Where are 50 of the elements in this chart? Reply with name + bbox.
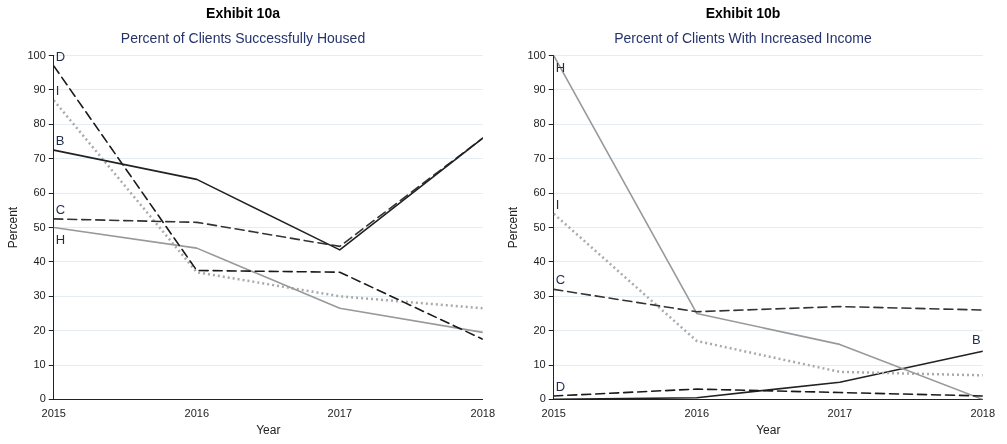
x-tick-label: 2018 xyxy=(970,407,996,420)
y-tick-label: 80 xyxy=(33,117,46,130)
y-tick-label: 90 xyxy=(33,83,46,96)
y-tick-label: 70 xyxy=(533,151,546,164)
series-label: B xyxy=(55,133,65,149)
y-tick-label: 20 xyxy=(533,323,546,336)
y-tick-label: 30 xyxy=(33,289,46,302)
series-label: D xyxy=(55,48,66,64)
y-tick-label: 100 xyxy=(527,48,546,61)
x-tick-label: 2016 xyxy=(184,407,209,420)
chart-title: Exhibit 10b xyxy=(705,5,781,22)
y-tick-label: 40 xyxy=(33,254,46,267)
y-tick-label: 60 xyxy=(533,186,546,199)
line-series xyxy=(553,288,983,313)
y-axis-title: Percent xyxy=(5,206,20,249)
y-tick-label: 10 xyxy=(533,358,546,371)
x-tick-label: 2015 xyxy=(41,407,66,420)
line-series xyxy=(53,99,483,310)
series-label: D xyxy=(555,378,566,394)
series-label: I xyxy=(55,83,60,99)
series-label: C xyxy=(55,201,66,217)
x-tick-label: 2017 xyxy=(827,407,852,420)
y-tick-label: 60 xyxy=(33,186,46,199)
y-tick-label: 100 xyxy=(27,48,46,61)
y-tick-label: 20 xyxy=(33,323,46,336)
y-tick-label: 80 xyxy=(533,117,546,130)
y-axis-title: Percent xyxy=(505,206,520,249)
series-label: H xyxy=(55,231,66,247)
y-tick-label: 10 xyxy=(33,358,46,371)
series-label: C xyxy=(555,272,566,288)
chart-subtitle: Percent of Clients With Increased Income xyxy=(614,30,872,47)
x-tick-label: 2015 xyxy=(541,407,566,420)
y-tick-label: 0 xyxy=(39,392,46,405)
x-tick-label: 2018 xyxy=(470,407,496,420)
series-label: I xyxy=(555,196,560,212)
y-tick-label: 50 xyxy=(33,220,46,233)
series-label: H xyxy=(555,59,566,75)
chart-subtitle: Percent of Clients Successfully Housed xyxy=(120,30,366,47)
x-tick-label: 2016 xyxy=(684,407,709,420)
y-tick-label: 40 xyxy=(533,254,546,267)
y-tick-label: 0 xyxy=(539,392,546,405)
y-tick-label: 90 xyxy=(533,83,546,96)
series-label: B xyxy=(972,332,981,348)
y-tick-label: 50 xyxy=(533,220,546,233)
x-axis-title: Year xyxy=(756,423,781,438)
chart-title: Exhibit 10a xyxy=(206,5,281,22)
y-tick-label: 30 xyxy=(533,289,546,302)
y-tick-label: 70 xyxy=(33,151,46,164)
x-tick-label: 2017 xyxy=(327,407,352,420)
x-axis-title: Year xyxy=(256,423,281,438)
